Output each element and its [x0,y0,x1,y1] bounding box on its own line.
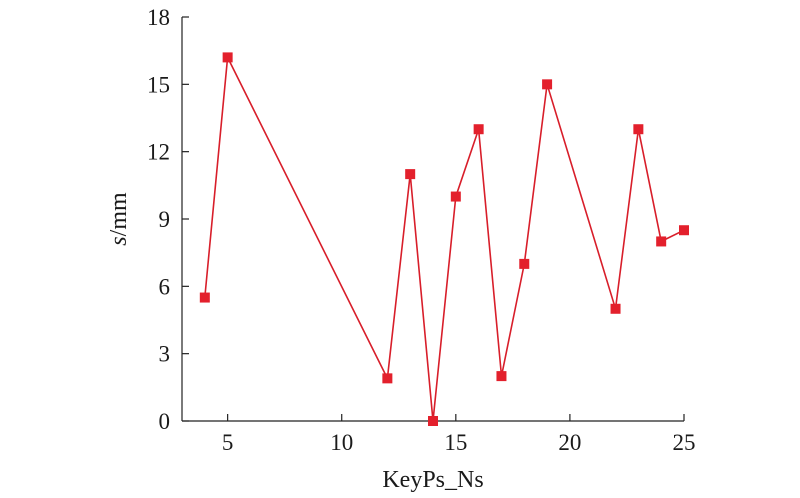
data-point-marker [428,416,438,426]
y-tick-label: 18 [147,5,170,30]
data-point-marker [473,124,484,135]
y-tick-label: 12 [147,140,170,165]
x-tick-label: 15 [444,430,467,455]
x-tick-label: 25 [673,430,696,455]
data-point-marker [382,373,393,384]
y-axis-label-variable: s [106,236,132,245]
data-point-marker [633,124,644,135]
x-tick-label: 5 [222,430,234,455]
data-point-marker [679,225,689,236]
data-point-marker [405,169,416,180]
y-tick-label: 0 [159,409,171,434]
data-point-marker [450,191,461,202]
data-point-marker [222,52,233,63]
x-ticks: 5 10 15 20 25 [222,414,696,455]
data-point-marker [519,258,530,269]
data-point-marker [542,79,553,90]
series-line [204,54,685,422]
y-tick-label: 15 [147,72,170,97]
y-tick-label: 9 [159,207,171,232]
axes [181,17,684,422]
series-layer [199,52,689,426]
x-tick-label: 20 [558,430,581,455]
y-axis-label: s/mm [106,192,132,246]
y-tick-label: 3 [159,342,171,367]
x-tick-label: 10 [330,430,353,455]
y-tick-label: 6 [159,274,171,299]
x-axis-label: KeyPs_Ns [382,467,483,493]
data-point-marker [496,371,507,382]
data-point-marker [656,236,667,247]
data-point-marker [199,292,210,303]
y-axis-label-unit: /mm [106,192,132,236]
data-point-marker [610,303,621,314]
y-ticks: 0 3 6 9 12 15 18 [147,5,189,434]
